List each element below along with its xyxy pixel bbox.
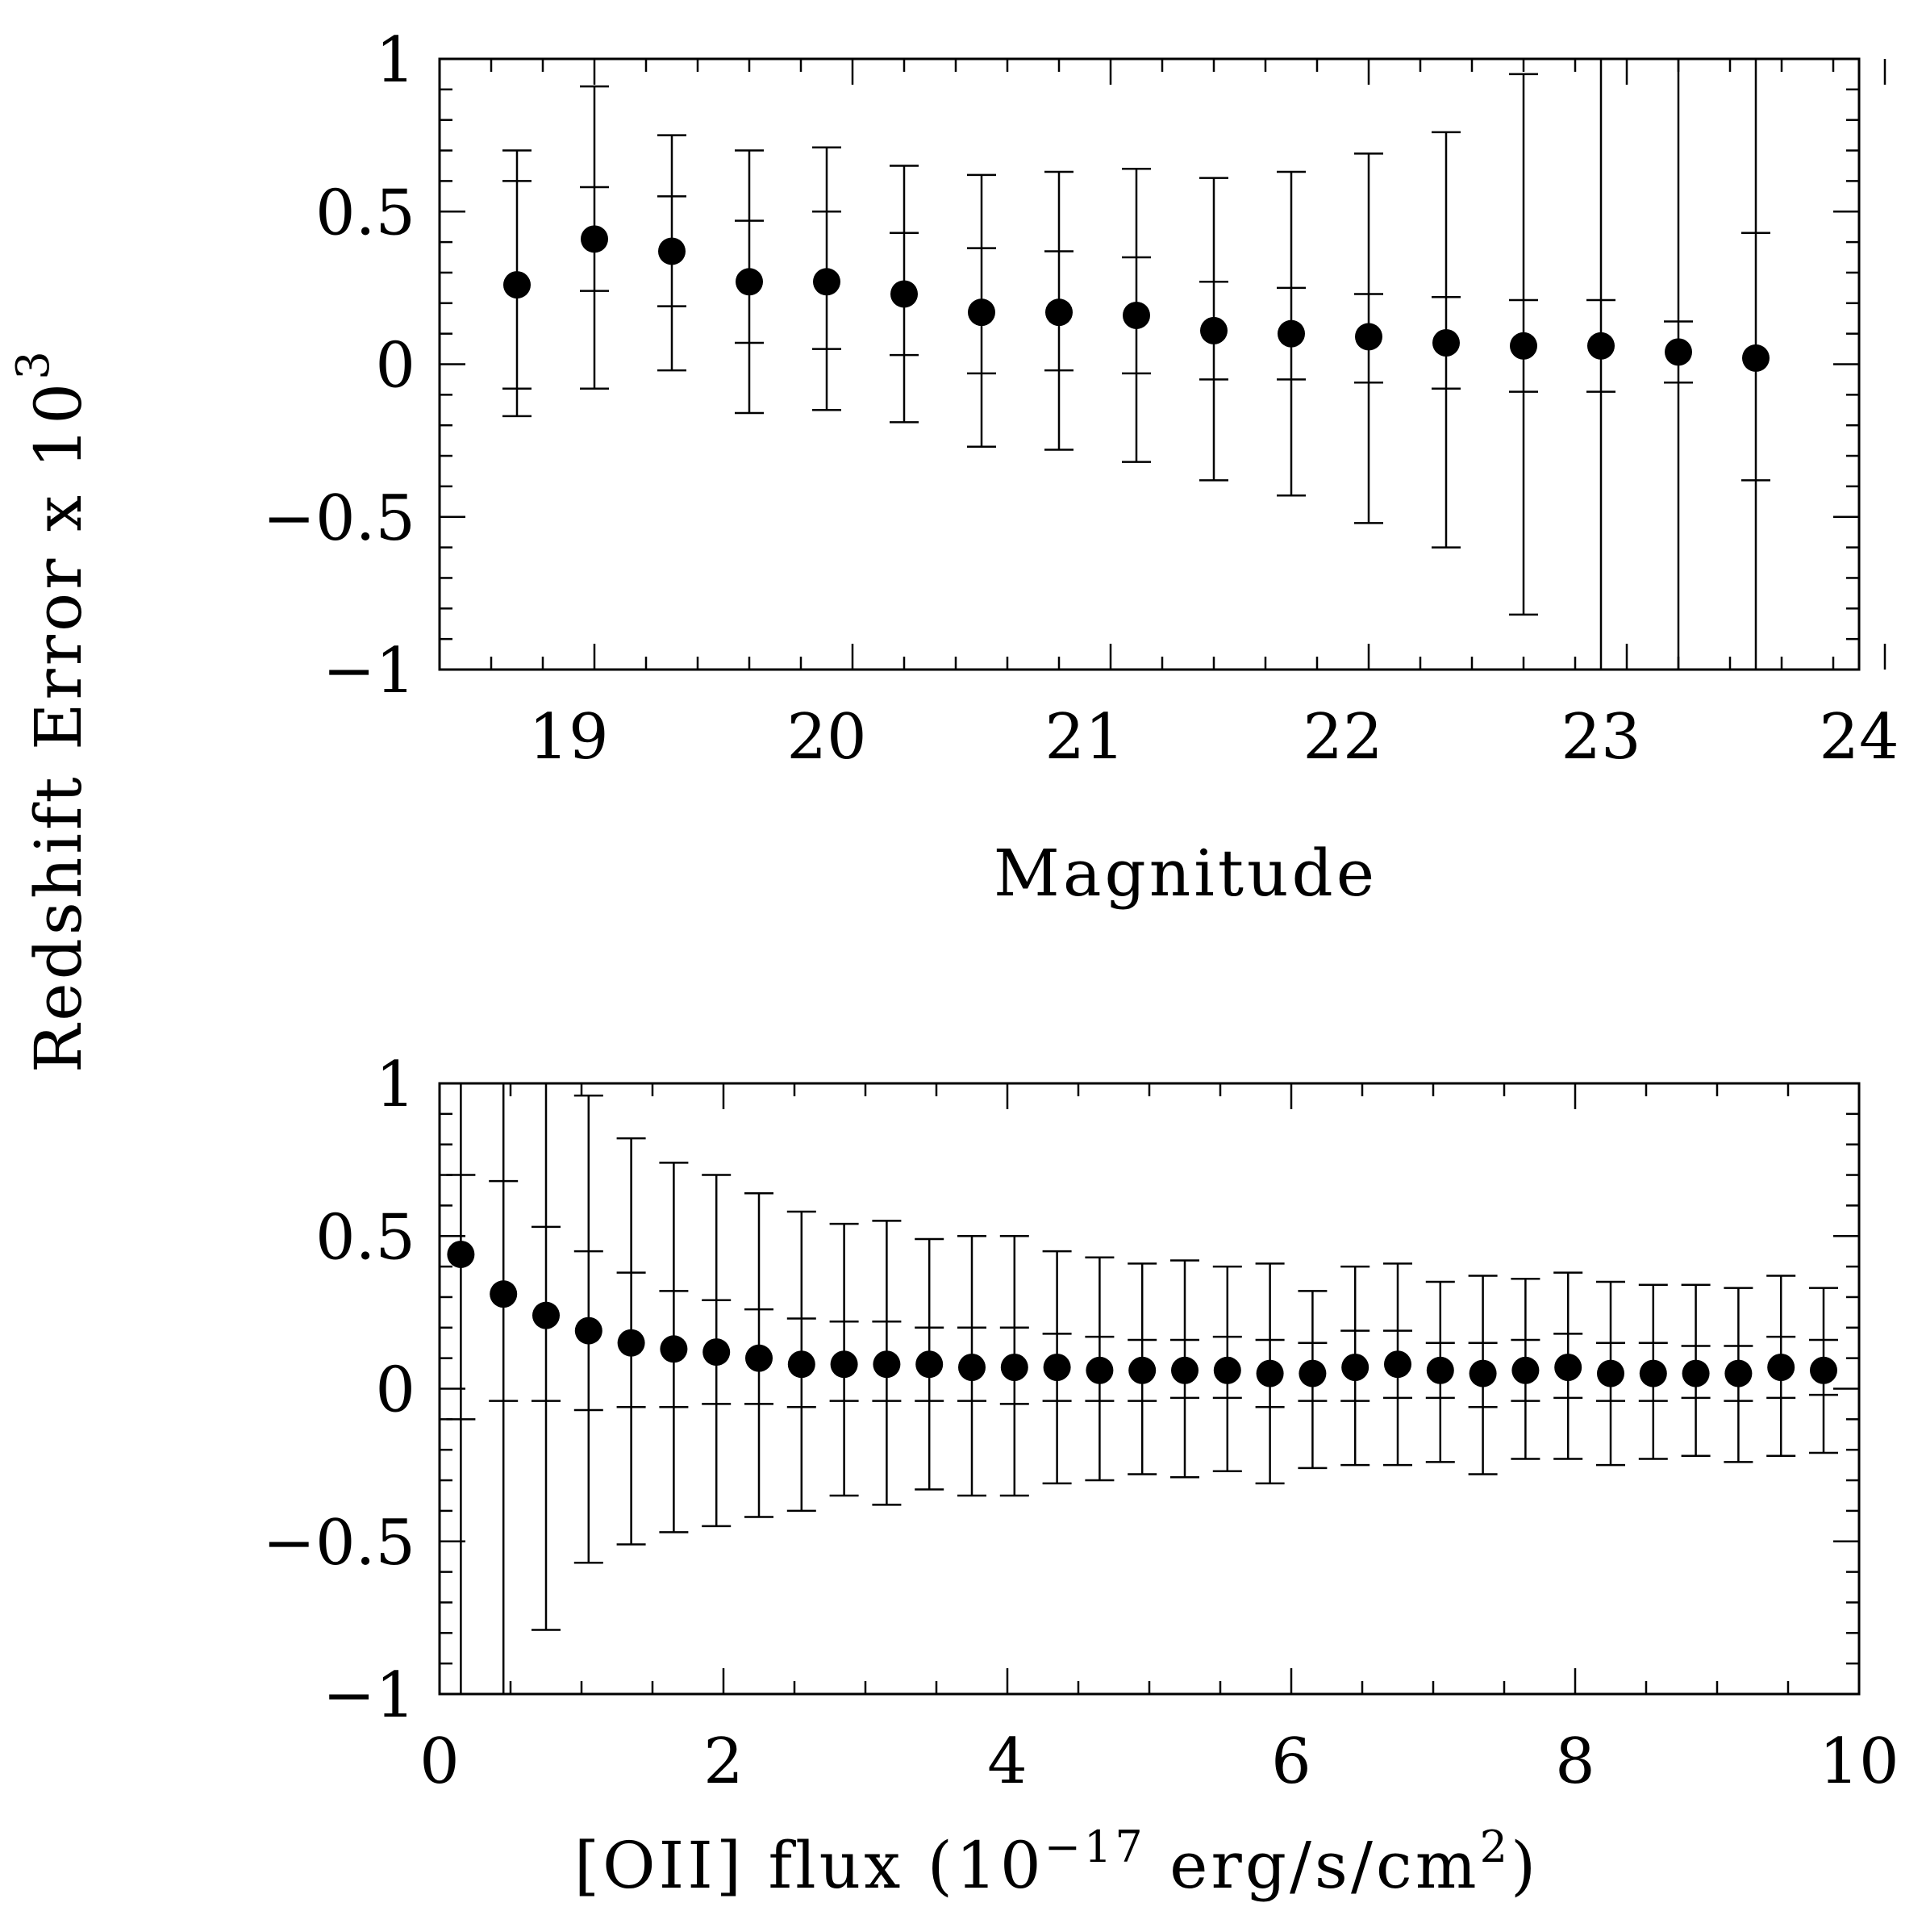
- y-tick-label: −0.5: [263, 1507, 415, 1579]
- magnitude-panel: −1 −0.5 0 0.5 1 19 20 21 22 23 24: [263, 24, 1899, 774]
- data-point: [1341, 1354, 1369, 1382]
- x-tick-label: 0: [419, 1725, 460, 1798]
- data-point: [873, 1350, 901, 1379]
- data-point: [1511, 1356, 1540, 1384]
- x-tick-label: 19: [528, 701, 608, 774]
- data-point: [1086, 1356, 1114, 1384]
- shared-y-axis-label: Redshift Error x 103: [7, 348, 96, 1073]
- x-axis-label-magnitude: Magnitude: [994, 836, 1378, 911]
- data-point: [915, 1350, 944, 1379]
- data-point: [574, 1317, 602, 1345]
- data-point: [830, 1350, 858, 1379]
- x-axis-label-oii-unit: erg/s/cm: [1146, 1828, 1480, 1903]
- x-tick-label: 8: [1555, 1725, 1595, 1798]
- data-point: [736, 268, 763, 296]
- data-point: [1742, 344, 1770, 372]
- x-tick-label: 4: [987, 1725, 1028, 1798]
- data-point: [1724, 1359, 1753, 1387]
- data-point: [813, 268, 840, 296]
- data-point: [1045, 298, 1073, 327]
- data-point: [1000, 1354, 1028, 1382]
- x-tick-label: 2: [703, 1725, 744, 1798]
- y-tick-label: −1: [323, 1659, 415, 1732]
- data-point: [447, 1240, 475, 1268]
- data-point: [958, 1354, 986, 1382]
- x-tick-label: 24: [1819, 701, 1899, 774]
- y-tick-label: 1: [375, 24, 415, 97]
- y-tick-label: 0.5: [315, 177, 415, 249]
- data-point: [1767, 1354, 1795, 1382]
- data-point: [1587, 332, 1615, 360]
- data-point: [1355, 323, 1382, 351]
- data-point: [660, 1335, 688, 1363]
- data-point: [1510, 332, 1537, 360]
- y-tick-label: 1: [375, 1049, 415, 1121]
- plot-frame: [438, 57, 1861, 671]
- data-point: [1171, 1356, 1199, 1384]
- data-point: [1043, 1354, 1071, 1382]
- data-point: [1682, 1359, 1710, 1387]
- x-tick-label: 6: [1271, 1725, 1311, 1798]
- x-tick-label: 10: [1819, 1725, 1899, 1798]
- data-point: [1665, 338, 1692, 366]
- x-axis-label-oii-exp2: 2: [1480, 1821, 1511, 1872]
- data-point: [1384, 1350, 1411, 1379]
- data-point: [787, 1350, 815, 1379]
- data-point: [617, 1329, 645, 1357]
- x-tick-label: 21: [1044, 701, 1124, 774]
- x-axis-label-oii-close: ): [1511, 1828, 1539, 1903]
- data-point: [1639, 1359, 1667, 1387]
- y-axis-label-text: Redshift Error x 10: [21, 380, 96, 1073]
- data-point: [702, 1338, 731, 1367]
- x-axis-label-oii-exp: −17: [1044, 1821, 1146, 1872]
- y-tick-label: 0: [375, 330, 415, 403]
- plot-frame: [438, 1082, 1861, 1696]
- data-point: [745, 1344, 773, 1372]
- data-point: [1469, 1359, 1497, 1387]
- data-point: [968, 298, 995, 327]
- data-point: [503, 271, 531, 299]
- data-point: [1200, 316, 1228, 344]
- data-point: [490, 1280, 518, 1308]
- x-axis-label-oii-flux: [OII] flux (10−17 erg/s/cm2): [574, 1821, 1539, 1903]
- data-point: [532, 1301, 560, 1329]
- data-point: [1597, 1359, 1624, 1387]
- data-point: [1278, 319, 1305, 348]
- data-point: [1810, 1356, 1837, 1384]
- x-axis-label-oii-text: [OII] flux (10: [574, 1828, 1044, 1903]
- y-tick-label: −1: [323, 635, 415, 707]
- data-point: [1299, 1359, 1327, 1387]
- data-point: [1256, 1359, 1284, 1387]
- data-point: [658, 237, 686, 265]
- y-tick-label: −0.5: [263, 482, 415, 555]
- y-tick-label: 0: [375, 1354, 415, 1427]
- data-point: [1554, 1354, 1582, 1382]
- x-tick-label: 20: [786, 701, 866, 774]
- data-point: [1432, 329, 1460, 357]
- data-point: [1123, 301, 1150, 329]
- data-point: [1128, 1356, 1157, 1384]
- data-point: [890, 280, 918, 308]
- y-axis-label-exponent: 3: [7, 348, 60, 380]
- data-point: [1426, 1356, 1454, 1384]
- data-point: [581, 225, 608, 253]
- x-tick-label: 22: [1303, 701, 1382, 774]
- y-tick-label: 0.5: [315, 1201, 415, 1274]
- x-tick-label: 23: [1561, 701, 1640, 774]
- data-point: [1213, 1356, 1241, 1384]
- oii-flux-panel: −1−0.500.510 2 4 6 8 10: [263, 1049, 1899, 1798]
